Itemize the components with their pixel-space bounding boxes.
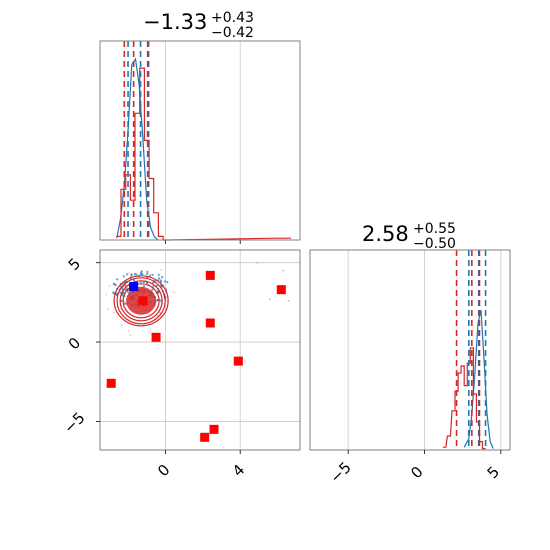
sample-point (145, 270, 148, 272)
sample-point (113, 312, 115, 314)
panel-frame (99, 40, 301, 241)
contour-line (113, 275, 169, 327)
top-left-title-lower-error: −0.42 (211, 25, 254, 41)
y-tick-label: −5 (60, 409, 88, 437)
sample-point (129, 334, 132, 336)
sample-point (173, 291, 176, 294)
contour-line (116, 277, 166, 325)
red-marker (138, 296, 148, 306)
panel-frame (99, 249, 301, 451)
sample-point (256, 261, 258, 264)
x-tick-label: 0 (154, 461, 173, 480)
blue-marker (129, 282, 139, 292)
sample-point (132, 279, 136, 282)
sample-point (112, 282, 115, 285)
x-tick-label: 5 (484, 463, 503, 482)
sample-point (269, 298, 271, 301)
sample-point (142, 285, 146, 288)
sample-point (127, 272, 130, 274)
contour-line (122, 283, 160, 319)
sample-point (123, 302, 127, 305)
sample-point (156, 299, 159, 302)
x-tick-label: −5 (326, 458, 354, 486)
histogram-series (463, 309, 494, 449)
bottom-right-title-lower-error: −0.50 (413, 236, 456, 252)
sample-point (120, 299, 123, 302)
sample-point (151, 273, 154, 276)
red-marker (200, 432, 210, 442)
sample-point (163, 281, 166, 283)
top-left-title-upper-error: +0.43 (211, 10, 254, 26)
contour-line (119, 280, 163, 322)
y-tick-label: 0 (65, 334, 84, 353)
sample-point (147, 313, 150, 315)
sample-point (125, 273, 128, 276)
sample-point (121, 294, 124, 297)
top-left-title-value: −1.33 (143, 10, 207, 34)
sample-point (105, 293, 107, 296)
top-left-histogram-panel: −1.33 +0.43−0.42 (99, 10, 301, 244)
sample-point (148, 274, 152, 277)
sample-point (108, 284, 111, 287)
y-tick-label: 5 (65, 254, 84, 273)
red-marker (233, 356, 243, 366)
sample-point (112, 291, 115, 294)
top-left-title: −1.33 (143, 10, 207, 34)
bottom-right-title-value: 2.58 (362, 222, 409, 246)
sample-point (142, 281, 145, 284)
sample-point (160, 269, 163, 271)
red-marker (205, 318, 215, 328)
sample-point (151, 288, 154, 291)
sample-point (122, 275, 125, 278)
sample-point (159, 299, 162, 302)
sample-point (127, 330, 130, 333)
histogram-series (116, 67, 292, 241)
red-marker (209, 424, 219, 434)
sample-point (157, 314, 159, 317)
red-marker (106, 378, 116, 388)
bottom-left-scatter-panel: 0 4 5 0 −5 (60, 249, 301, 480)
sample-point (149, 329, 152, 332)
sample-point (116, 278, 119, 281)
sample-point (107, 308, 109, 311)
sample-point (158, 274, 161, 276)
sample-point (282, 269, 285, 272)
bottom-right-title-upper-error: +0.55 (413, 221, 456, 237)
sample-point (139, 281, 142, 284)
sample-point (114, 284, 117, 287)
red-marker (276, 285, 286, 295)
histogram-series (116, 57, 159, 241)
sample-point (120, 324, 123, 327)
x-tick-label: 0 (407, 463, 426, 482)
red-marker (151, 332, 161, 342)
x-tick-label: 4 (229, 461, 248, 480)
sample-point (165, 299, 168, 302)
sample-point (130, 273, 133, 276)
sample-point (146, 272, 149, 276)
panel-frame (309, 249, 511, 451)
red-marker (205, 270, 215, 280)
sample-point (140, 270, 143, 273)
sample-point (161, 276, 164, 279)
bottom-right-histogram-panel: −5 0 5 2.58 +0.55−0.50 (309, 221, 511, 487)
sample-point (158, 277, 161, 280)
sample-point (166, 281, 169, 284)
sample-point (135, 273, 138, 276)
sample-point (287, 299, 290, 302)
